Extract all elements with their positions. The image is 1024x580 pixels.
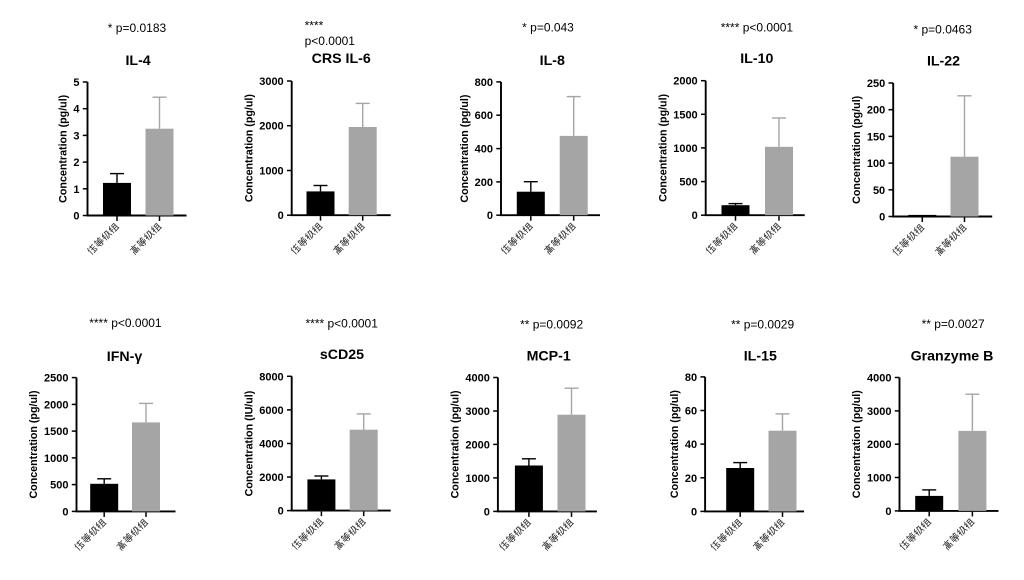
svg-text:50: 50 xyxy=(873,185,885,197)
svg-text:Concentration (pg/ul): Concentration (pg/ul) xyxy=(243,94,255,202)
svg-text:3000: 3000 xyxy=(867,406,891,418)
svg-text:* p=0.043: * p=0.043 xyxy=(522,20,574,34)
svg-text:2: 2 xyxy=(73,157,79,169)
svg-text:0: 0 xyxy=(885,506,891,518)
svg-text:40: 40 xyxy=(685,439,697,451)
svg-text:Concentration (pg/ul): Concentration (pg/ul) xyxy=(851,95,863,203)
svg-text:600: 600 xyxy=(475,110,493,122)
svg-text:2000: 2000 xyxy=(867,439,891,451)
svg-text:**** p<0.0001: **** p<0.0001 xyxy=(721,21,794,35)
svg-text:0: 0 xyxy=(278,210,284,222)
svg-text:4000: 4000 xyxy=(867,373,891,385)
svg-text:8000: 8000 xyxy=(259,371,283,383)
svg-text:200: 200 xyxy=(475,177,493,189)
svg-text:Concentration (pg/ul): Concentration (pg/ul) xyxy=(58,94,70,202)
svg-text:150: 150 xyxy=(867,131,885,143)
svg-text:6000: 6000 xyxy=(259,405,283,417)
svg-text:500: 500 xyxy=(679,177,697,189)
svg-text:CRS IL-6: CRS IL-6 xyxy=(312,51,371,67)
svg-text:2500: 2500 xyxy=(44,373,68,385)
svg-text:4000: 4000 xyxy=(259,439,283,451)
svg-text:IFN-γ: IFN-γ xyxy=(107,349,143,365)
svg-text:* p=0.0183: * p=0.0183 xyxy=(108,21,167,35)
svg-text:1000: 1000 xyxy=(44,453,68,465)
svg-text:3000: 3000 xyxy=(259,76,283,88)
svg-text:80: 80 xyxy=(685,372,697,384)
svg-text:0: 0 xyxy=(487,210,493,222)
svg-text:0: 0 xyxy=(278,506,284,518)
svg-text:2000: 2000 xyxy=(259,472,283,484)
svg-text:** p=0.0027: ** p=0.0027 xyxy=(922,317,985,331)
svg-text:1: 1 xyxy=(73,184,79,196)
svg-text:2000: 2000 xyxy=(673,76,697,88)
svg-text:IL-15: IL-15 xyxy=(744,349,777,365)
svg-text:IL-8: IL-8 xyxy=(540,53,565,69)
svg-text:2000: 2000 xyxy=(465,439,489,451)
svg-text:Concentration (pg/ul): Concentration (pg/ul) xyxy=(658,93,670,201)
svg-text:3: 3 xyxy=(73,130,79,142)
svg-text:IL-22: IL-22 xyxy=(927,54,960,70)
svg-text:100: 100 xyxy=(867,158,885,170)
svg-text:** p=0.0092: ** p=0.0092 xyxy=(520,317,583,331)
svg-text:** p=0.0029: ** p=0.0029 xyxy=(731,317,794,331)
svg-text:2000: 2000 xyxy=(259,121,283,133)
svg-text:60: 60 xyxy=(685,406,697,418)
svg-text:****: **** xyxy=(305,19,324,33)
svg-text:20: 20 xyxy=(685,473,697,485)
svg-text:p<0.0001: p<0.0001 xyxy=(305,34,356,48)
svg-text:Concentration (pg/ul): Concentration (pg/ul) xyxy=(669,390,681,498)
svg-text:1000: 1000 xyxy=(673,143,697,155)
svg-text:0: 0 xyxy=(692,210,698,222)
svg-text:IL-10: IL-10 xyxy=(740,51,773,67)
svg-text:800: 800 xyxy=(475,77,493,89)
svg-text:0: 0 xyxy=(62,506,68,518)
svg-text:1500: 1500 xyxy=(673,109,697,121)
svg-text:0: 0 xyxy=(879,212,885,224)
svg-text:200: 200 xyxy=(867,105,885,117)
svg-text:MCP-1: MCP-1 xyxy=(527,348,571,364)
svg-text:500: 500 xyxy=(50,480,68,492)
svg-text:Granzyme B: Granzyme B xyxy=(911,349,994,365)
svg-text:sCD25: sCD25 xyxy=(320,347,364,363)
svg-text:**** p<0.0001: **** p<0.0001 xyxy=(305,317,378,331)
svg-text:0: 0 xyxy=(73,211,79,223)
svg-text:2000: 2000 xyxy=(44,399,68,411)
svg-text:250: 250 xyxy=(867,78,885,90)
svg-text:1500: 1500 xyxy=(44,426,68,438)
svg-text:1000: 1000 xyxy=(867,473,891,485)
svg-text:**** p<0.0001: **** p<0.0001 xyxy=(89,316,162,330)
svg-text:0: 0 xyxy=(691,506,697,518)
svg-text:400: 400 xyxy=(475,144,493,156)
svg-text:Concentration (pg/ul): Concentration (pg/ul) xyxy=(28,390,40,498)
svg-text:0: 0 xyxy=(484,506,490,518)
svg-text:5: 5 xyxy=(73,77,79,89)
svg-text:Concentration (pg/ul): Concentration (pg/ul) xyxy=(450,390,462,498)
svg-text:Concentration (IU/ul): Concentration (IU/ul) xyxy=(243,390,255,496)
svg-text:4: 4 xyxy=(73,104,80,116)
svg-text:* p=0.0463: * p=0.0463 xyxy=(914,22,973,36)
svg-text:Concentration (pg/ul): Concentration (pg/ul) xyxy=(851,390,863,498)
svg-text:3000: 3000 xyxy=(465,406,489,418)
svg-text:IL-4: IL-4 xyxy=(125,53,150,69)
svg-text:Concentration (pg/ul): Concentration (pg/ul) xyxy=(459,94,471,202)
svg-text:1000: 1000 xyxy=(259,166,283,178)
svg-text:1000: 1000 xyxy=(465,473,489,485)
svg-text:4000: 4000 xyxy=(465,373,489,385)
